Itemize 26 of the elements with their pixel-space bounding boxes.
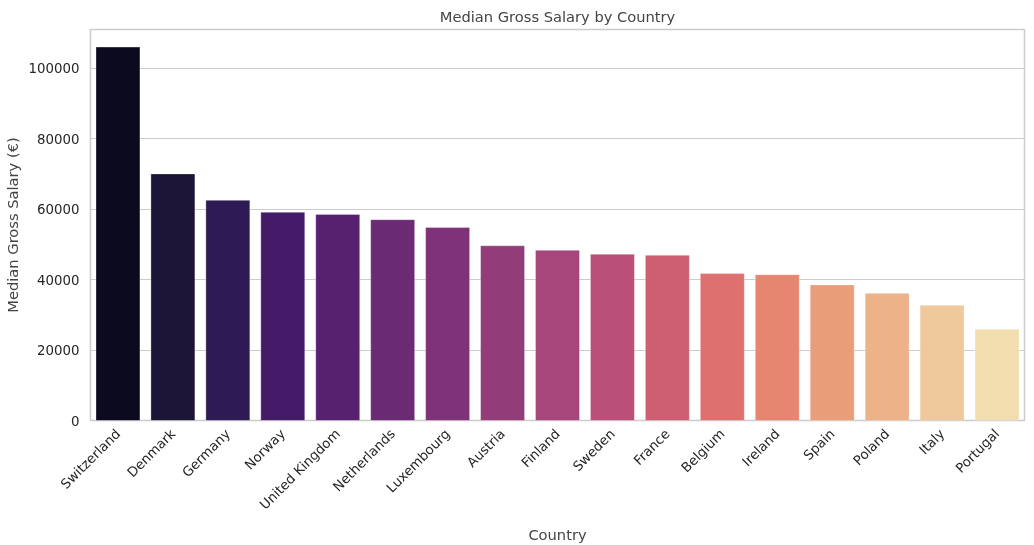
- y-tick-label: 20000: [37, 343, 80, 359]
- x-axis-title: Country: [528, 525, 587, 543]
- chart-title: Median Gross Salary by Country: [439, 7, 676, 25]
- bar: [974, 328, 1020, 421]
- bar: [535, 249, 580, 421]
- bar: [699, 273, 745, 421]
- bar: [644, 254, 690, 421]
- y-tick-label: 80000: [37, 131, 80, 147]
- bar: [150, 173, 196, 421]
- bar: [919, 304, 965, 421]
- bar: [809, 284, 855, 421]
- bar: [370, 219, 416, 421]
- bar: [315, 213, 361, 421]
- bar: [95, 46, 141, 421]
- bar: [589, 253, 635, 421]
- bar: [480, 245, 526, 421]
- y-tick-label: 100000: [28, 61, 80, 77]
- y-axis-title: Median Gross Salary (€): [3, 137, 21, 313]
- y-tick-label: 60000: [37, 202, 80, 218]
- bar: [205, 199, 251, 421]
- bar: [425, 226, 471, 421]
- bar: [754, 274, 800, 421]
- y-tick-label: 40000: [37, 272, 80, 288]
- bar: [864, 292, 910, 421]
- bar: [260, 211, 306, 421]
- y-tick-label: 0: [71, 413, 80, 429]
